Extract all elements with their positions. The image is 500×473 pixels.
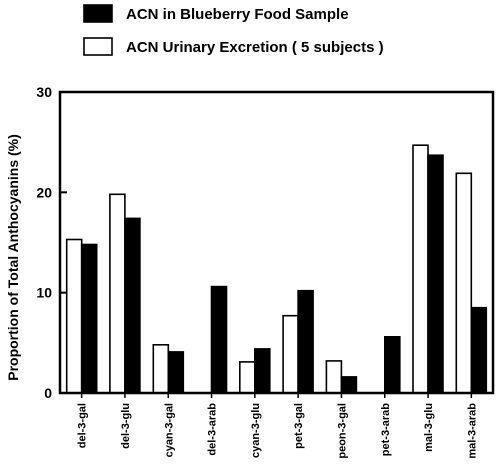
legend: ACN in Blueberry Food Sample ACN Urinary … [83,4,384,56]
bars [65,144,488,394]
y-tick-label: 30 [36,84,52,100]
x-tick-label: del-3-glu [120,403,132,449]
x-tick-label: pet-3-gal [293,403,305,449]
bar-urinary-del-3-glu [109,193,126,394]
bar-urinary-pet-3-gal [282,314,299,394]
bar-food-mal-3-glu [427,154,444,394]
x-tick-label: del-3-arab [207,403,219,456]
plot-frame [58,90,495,395]
y-tick-label: 10 [36,285,52,301]
x-tick-label: mal-3-arab [466,403,478,459]
x-tick-label: cyan-3-gal [163,403,175,457]
axes: 0 10 20 30 del-3-gal del-3-glu cyan-3-gal del-3… [36,84,495,459]
x-tick-label: pet-3-arab [380,403,392,456]
bar-food-del-3-arab [210,285,228,394]
y-tick-label: 20 [36,184,52,200]
x-tick-label: peon-3-gal [336,403,348,459]
bar-food-cyan-3-gal [167,351,185,394]
legend-label: ACN in Blueberry Food Sample [126,6,349,23]
legend-swatch [83,4,113,23]
bar-food-peon-3-gal [340,376,358,394]
bar-food-pet-3-gal [297,289,314,394]
bar-urinary-del-3-gal [65,238,83,394]
bar-urinary-mal-3-glu [412,144,429,394]
bar-food-pet-3-arab [383,335,401,394]
x-tick-label: mal-3-glu [423,403,435,452]
bar-food-del-3-gal [80,243,98,394]
bar-urinary-mal-3-arab [455,172,473,394]
x-tick-label: del-3-gal [77,403,89,448]
legend-swatch [83,37,113,56]
bar-food-cyan-3-glu [254,348,271,394]
x-tick-label: cyan-3-glu [250,403,262,458]
bar-food-mal-3-arab [470,306,488,394]
bar-urinary-cyan-3-gal [152,343,170,394]
bar-urinary-cyan-3-glu [239,361,256,394]
legend-label: ACN Urinary Excretion ( 5 subjects ) [126,39,384,56]
bar-food-del-3-glu [124,217,141,394]
y-axis-label: Proportion of Total Anthocyanins (%) [5,134,21,381]
bar-urinary-peon-3-gal [325,360,343,394]
y-tick-label: 0 [44,385,52,401]
